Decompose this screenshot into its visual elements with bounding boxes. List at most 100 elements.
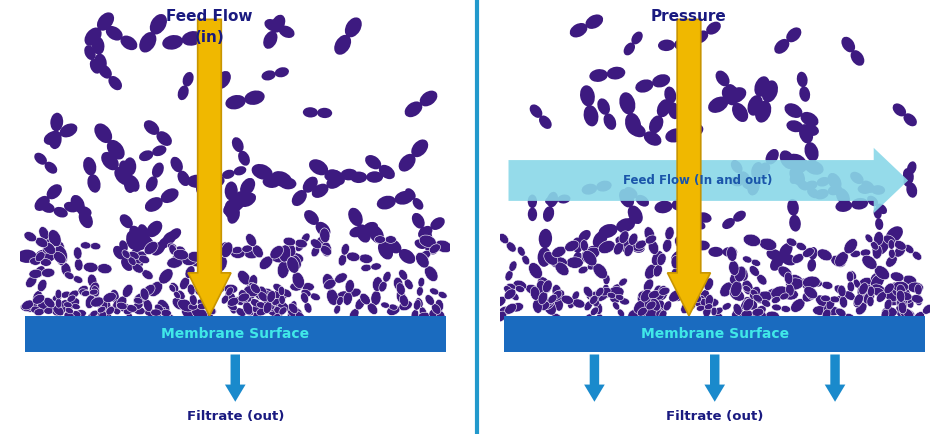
Ellipse shape	[682, 118, 694, 133]
Ellipse shape	[767, 249, 782, 260]
Ellipse shape	[870, 241, 879, 250]
Ellipse shape	[645, 307, 662, 319]
Ellipse shape	[143, 284, 155, 296]
Ellipse shape	[515, 286, 524, 293]
Text: Membrane Surface: Membrane Surface	[162, 327, 310, 341]
Ellipse shape	[157, 131, 172, 146]
Ellipse shape	[343, 292, 352, 306]
Ellipse shape	[279, 307, 287, 315]
Ellipse shape	[876, 204, 887, 214]
Ellipse shape	[871, 284, 885, 296]
Ellipse shape	[399, 249, 415, 264]
Ellipse shape	[805, 142, 819, 161]
Ellipse shape	[135, 234, 150, 250]
Ellipse shape	[499, 233, 508, 244]
Ellipse shape	[187, 284, 195, 295]
Ellipse shape	[596, 287, 604, 296]
Ellipse shape	[817, 249, 832, 261]
Ellipse shape	[123, 284, 133, 297]
Ellipse shape	[803, 248, 814, 257]
FancyArrow shape	[825, 355, 846, 402]
Ellipse shape	[687, 302, 696, 310]
Ellipse shape	[320, 228, 330, 243]
Ellipse shape	[258, 286, 267, 298]
Ellipse shape	[871, 185, 885, 195]
Ellipse shape	[618, 278, 627, 286]
Ellipse shape	[151, 309, 162, 316]
Ellipse shape	[551, 313, 564, 329]
Ellipse shape	[56, 241, 65, 254]
Ellipse shape	[138, 224, 148, 238]
Ellipse shape	[614, 242, 623, 255]
Ellipse shape	[249, 275, 257, 287]
Ellipse shape	[211, 284, 225, 293]
Ellipse shape	[737, 266, 749, 281]
Ellipse shape	[110, 289, 119, 302]
Ellipse shape	[696, 305, 705, 311]
Ellipse shape	[897, 308, 912, 318]
Ellipse shape	[312, 184, 329, 198]
Ellipse shape	[628, 205, 643, 224]
Ellipse shape	[674, 289, 687, 301]
Ellipse shape	[853, 279, 861, 288]
Ellipse shape	[188, 303, 198, 310]
Ellipse shape	[273, 283, 283, 292]
Ellipse shape	[274, 306, 283, 315]
Ellipse shape	[911, 295, 923, 303]
Ellipse shape	[618, 309, 624, 317]
Ellipse shape	[518, 247, 525, 256]
Ellipse shape	[244, 309, 254, 316]
Ellipse shape	[771, 296, 781, 303]
Ellipse shape	[90, 243, 101, 250]
Ellipse shape	[130, 249, 143, 268]
Ellipse shape	[582, 250, 597, 266]
Ellipse shape	[112, 302, 122, 315]
Ellipse shape	[672, 198, 690, 210]
Ellipse shape	[273, 290, 288, 300]
Ellipse shape	[103, 300, 111, 312]
Ellipse shape	[255, 290, 263, 300]
Ellipse shape	[263, 302, 272, 313]
Ellipse shape	[729, 260, 739, 276]
Ellipse shape	[750, 289, 758, 296]
Ellipse shape	[387, 306, 400, 316]
Ellipse shape	[206, 306, 216, 315]
Ellipse shape	[195, 286, 204, 293]
Ellipse shape	[126, 305, 137, 312]
Ellipse shape	[124, 304, 130, 312]
Ellipse shape	[39, 227, 49, 240]
Ellipse shape	[801, 112, 819, 127]
Ellipse shape	[345, 17, 362, 37]
Ellipse shape	[379, 165, 395, 179]
Ellipse shape	[90, 310, 98, 317]
Ellipse shape	[205, 81, 218, 96]
Ellipse shape	[552, 290, 562, 300]
Ellipse shape	[426, 245, 437, 254]
Ellipse shape	[294, 239, 308, 248]
Ellipse shape	[143, 120, 160, 135]
FancyArrow shape	[584, 355, 605, 402]
Ellipse shape	[89, 282, 100, 296]
Ellipse shape	[706, 304, 716, 314]
Ellipse shape	[349, 288, 361, 297]
Ellipse shape	[629, 240, 644, 252]
Ellipse shape	[91, 286, 100, 297]
Ellipse shape	[654, 285, 663, 300]
Ellipse shape	[781, 306, 790, 312]
Ellipse shape	[780, 151, 795, 169]
Ellipse shape	[722, 218, 735, 229]
Ellipse shape	[90, 59, 102, 74]
Ellipse shape	[668, 102, 680, 119]
Ellipse shape	[288, 307, 303, 319]
Ellipse shape	[55, 299, 62, 308]
Ellipse shape	[292, 190, 307, 206]
Ellipse shape	[327, 289, 338, 306]
Ellipse shape	[134, 297, 142, 304]
Ellipse shape	[133, 251, 146, 264]
Ellipse shape	[552, 290, 564, 301]
Ellipse shape	[188, 251, 203, 262]
Ellipse shape	[278, 26, 294, 38]
Ellipse shape	[22, 300, 34, 310]
Ellipse shape	[180, 277, 190, 289]
Ellipse shape	[372, 277, 383, 292]
